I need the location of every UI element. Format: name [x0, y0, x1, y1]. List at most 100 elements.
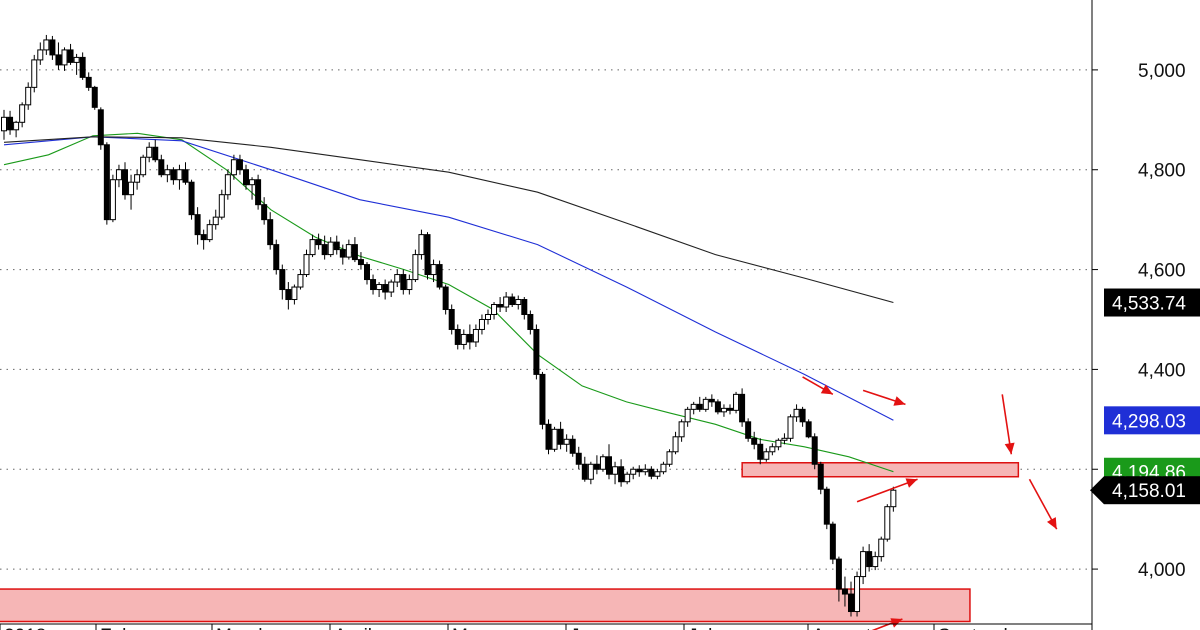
value-badges: 4,533.744,298.034,194.864,158.01 — [1090, 288, 1200, 505]
candle — [757, 438, 764, 465]
candle-body — [581, 463, 588, 480]
candle — [793, 404, 800, 422]
candle — [745, 418, 752, 442]
candle-body — [109, 179, 116, 221]
time-axis: 2018 February March April May June July August S… — [0, 624, 1032, 630]
moving-average-line — [3, 136, 894, 304]
candle-body — [841, 588, 848, 595]
candle — [376, 282, 383, 298]
support-zone — [0, 588, 971, 623]
candle — [557, 421, 564, 450]
candle-body — [835, 558, 842, 590]
candle — [878, 536, 885, 562]
candle-body — [1, 116, 7, 132]
candle — [146, 142, 153, 163]
candle-body — [418, 234, 425, 256]
candle-body — [817, 463, 824, 490]
month-label: June — [570, 626, 611, 630]
candle — [696, 396, 703, 412]
candle-body — [394, 274, 401, 283]
candle-body — [212, 216, 219, 226]
candle-body — [545, 423, 552, 450]
candle — [636, 465, 643, 477]
value-badge: 4,158.01 — [1090, 476, 1200, 505]
candle — [140, 154, 147, 178]
candle — [188, 179, 195, 220]
candle-body — [448, 309, 455, 330]
candle — [128, 174, 135, 210]
candle-body — [442, 286, 449, 311]
arrow-5 — [1028, 478, 1058, 530]
candle-body — [781, 437, 788, 441]
arrow-1 — [802, 376, 834, 396]
candle-body — [376, 284, 383, 291]
candle — [491, 302, 498, 320]
candle — [97, 107, 104, 150]
candle-body — [854, 576, 861, 613]
candle-body — [460, 333, 467, 345]
candle-body — [255, 179, 262, 206]
badge-box — [1104, 476, 1200, 505]
candle — [103, 142, 110, 225]
candle — [436, 260, 443, 290]
month-label: April — [334, 626, 372, 630]
candle — [630, 466, 637, 480]
candle-body — [43, 39, 50, 51]
candle — [485, 309, 491, 325]
candle — [563, 434, 570, 452]
candle-body — [79, 56, 86, 78]
candle — [291, 284, 298, 305]
candle-body — [890, 489, 897, 508]
candle-body — [503, 296, 510, 308]
candle-body — [7, 116, 14, 131]
candle — [370, 274, 377, 295]
candle — [382, 279, 389, 300]
arrow-head — [1004, 442, 1015, 455]
candle — [49, 35, 56, 60]
candle — [860, 546, 867, 585]
candle-body — [654, 471, 661, 477]
candle — [811, 433, 818, 470]
gridlines — [0, 69, 1092, 570]
candle-body — [575, 452, 582, 465]
candle-body — [303, 254, 310, 276]
candle — [261, 197, 268, 225]
candle-body — [527, 313, 534, 330]
candle-body — [140, 156, 147, 176]
candle — [109, 174, 116, 223]
candle-body — [182, 169, 189, 183]
candle-body — [521, 299, 528, 315]
candle — [194, 207, 201, 245]
candle — [345, 239, 352, 260]
candle — [799, 406, 806, 427]
candle-body — [684, 408, 691, 423]
candle-body — [25, 86, 32, 106]
candle — [321, 235, 328, 260]
month-label: August — [812, 626, 872, 630]
candle — [527, 310, 534, 335]
candle — [575, 446, 582, 470]
candle — [25, 82, 32, 110]
candle-body — [206, 224, 213, 241]
candle-body — [793, 408, 800, 418]
candle — [200, 229, 207, 250]
candle — [309, 234, 316, 258]
candle-body — [297, 274, 304, 288]
candle-body — [261, 204, 268, 221]
candle-body — [848, 593, 854, 613]
annotation-arrows — [802, 376, 1058, 630]
candle-body — [345, 244, 352, 258]
candle-body — [618, 466, 625, 483]
candle-body — [285, 289, 292, 301]
candle — [884, 504, 891, 542]
candle — [569, 435, 576, 457]
candle — [545, 419, 552, 455]
candle — [327, 237, 334, 258]
candle-body — [485, 313, 491, 320]
candle-body — [152, 146, 159, 161]
candle-body — [412, 254, 419, 281]
candle-body — [763, 451, 770, 460]
candlesticks — [1, 34, 897, 617]
arrow-4 — [856, 478, 918, 503]
resistance-zone — [741, 462, 1020, 478]
